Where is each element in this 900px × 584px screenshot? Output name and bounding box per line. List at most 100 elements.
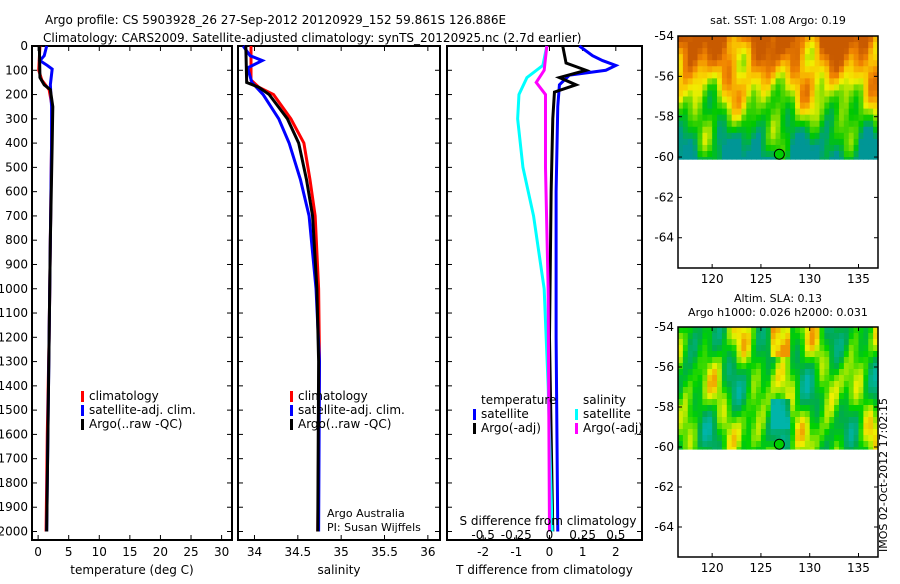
- y-tick-label: 700: [5, 209, 28, 223]
- heatmap-cell: [858, 351, 864, 358]
- heatmap-cell: [678, 351, 684, 358]
- heatmap-cell: [756, 357, 762, 364]
- heatmap-cell: [780, 381, 786, 388]
- legend-label: climatology: [298, 389, 368, 403]
- heatmap-cell: [863, 393, 869, 400]
- heatmap-cell: [804, 157, 811, 160]
- heatmap-cell: [687, 126, 694, 134]
- heatmap-cell: [819, 84, 825, 92]
- heatmap-cell: [838, 369, 845, 376]
- heatmap-cell: [824, 381, 830, 388]
- heatmap-cell: [760, 357, 767, 364]
- heatmap-cell: [746, 345, 752, 352]
- heatmap-cell: [809, 417, 816, 424]
- heatmap-cell: [790, 357, 796, 364]
- heatmap-cell: [775, 333, 782, 340]
- heatmap-cell: [765, 60, 772, 67]
- heatmap-cell: [858, 435, 864, 442]
- heatmap-cell: [809, 345, 816, 352]
- heatmap-cell: [873, 429, 879, 436]
- heatmap-cell: [760, 42, 767, 49]
- heatmap-cell: [756, 369, 762, 376]
- heatmap-cell: [702, 108, 708, 116]
- heatmap-cell: [780, 423, 786, 430]
- heatmap-cell: [814, 405, 821, 412]
- map-frame: [677, 326, 879, 558]
- heatmap-cell: [863, 435, 869, 442]
- heatmap-cell: [780, 447, 786, 450]
- heatmap-cell: [726, 36, 733, 43]
- heatmap-cell: [804, 96, 811, 104]
- heatmap-cell: [799, 54, 806, 61]
- heatmap-cell: [873, 447, 879, 450]
- heatmap-cell: [770, 126, 777, 134]
- heatmap-cell: [819, 375, 825, 382]
- heatmap-cell: [736, 387, 743, 394]
- heatmap-cell: [712, 42, 718, 49]
- heatmap-cell: [804, 60, 811, 67]
- heatmap-cell: [692, 90, 699, 98]
- heatmap-cell: [756, 48, 762, 55]
- heatmap-cell: [682, 66, 689, 73]
- heatmap-cell: [712, 405, 718, 412]
- y-tick-label: 600: [5, 185, 28, 199]
- heatmap-cell: [717, 114, 723, 122]
- heatmap-cell: [678, 36, 684, 43]
- heatmap-cell: [736, 144, 743, 152]
- x2-tick-label: 0: [546, 528, 554, 542]
- heatmap-cell: [741, 327, 747, 334]
- heatmap-cell: [843, 363, 850, 370]
- heatmap-cell: [785, 157, 791, 160]
- heatmap-cell: [721, 66, 728, 73]
- heatmap-cell: [751, 78, 757, 86]
- heatmap-cell: [809, 150, 816, 158]
- heatmap-cell: [858, 429, 864, 436]
- x-tick-label: -1: [510, 545, 522, 559]
- heatmap-cell: [804, 90, 811, 98]
- heatmap-cell: [809, 138, 816, 146]
- legend-label: satellite-adj. clim.: [298, 403, 405, 417]
- heatmap-cell: [795, 36, 801, 43]
- heatmap-cell: [746, 157, 752, 160]
- heatmap-cell: [731, 108, 738, 116]
- heatmap-cell: [809, 399, 816, 406]
- heatmap-cell: [814, 78, 821, 86]
- heatmap-cell: [717, 417, 723, 424]
- heatmap-cell: [707, 381, 713, 388]
- heatmap-cell: [843, 411, 850, 418]
- heatmap-cell: [838, 333, 845, 340]
- heatmap-cell: [741, 429, 747, 436]
- heatmap-cell: [819, 369, 825, 376]
- heatmap-cell: [760, 351, 767, 358]
- heatmap-cell: [795, 138, 801, 146]
- heatmap-cell: [741, 120, 747, 128]
- heatmap-cell: [824, 144, 830, 152]
- heatmap-cell: [873, 36, 879, 43]
- heatmap-cell: [765, 84, 772, 92]
- heatmap-cell: [868, 108, 874, 116]
- heatmap-cell: [707, 327, 713, 334]
- heatmap-cell: [829, 387, 835, 394]
- heatmap-cell: [717, 381, 723, 388]
- y-tick-label: 1200: [0, 330, 28, 344]
- heatmap-cell: [795, 429, 801, 436]
- heatmap-cell: [819, 157, 825, 160]
- heatmap-cell: [756, 102, 762, 110]
- heatmap-cell: [785, 90, 791, 98]
- heatmap-cell: [814, 447, 821, 450]
- heatmap-cell: [692, 399, 699, 406]
- heatmap-cell: [707, 96, 713, 104]
- heatmap-cell: [795, 108, 801, 116]
- heatmap-cell: [746, 102, 752, 110]
- heatmap-cell: [843, 447, 850, 450]
- heatmap-cell: [751, 90, 757, 98]
- heatmap-cell: [721, 36, 728, 43]
- heatmap-cell: [795, 339, 801, 346]
- heatmap-cell: [765, 435, 772, 442]
- heatmap-cell: [834, 66, 840, 73]
- heatmap-cell: [765, 54, 772, 61]
- heatmap-cell: [834, 387, 840, 394]
- heatmap-cell: [775, 132, 782, 140]
- heatmap-cell: [765, 114, 772, 122]
- heatmap-cell: [819, 120, 825, 128]
